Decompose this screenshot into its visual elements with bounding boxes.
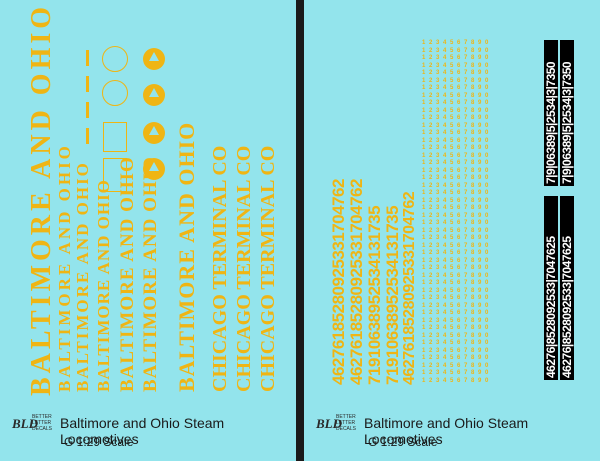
small-number-row: 1 2 3 4 5 6 7 8 9 0: [422, 55, 490, 61]
lettering-column-6: BALTIMORE AND OHIO: [140, 156, 161, 392]
small-number-row: 1 2 3 4 5 6 7 8 9 0: [422, 130, 490, 136]
emblem-icon: [143, 122, 165, 144]
small-number-row: 1 2 3 4 5 6 7 8 9 0: [422, 242, 490, 249]
small-number-row: 1 2 3 4 5 6 7 8 9 0: [422, 340, 490, 346]
numeral-column-2: 46276185280925331704762: [347, 179, 366, 385]
small-number-row: 1 2 3 4 5 6 7 8 9 0: [422, 227, 490, 234]
lettering-column-9: CHICAGO TERMINAL CO: [233, 145, 255, 392]
small-number-row: 1 2 3 4 5 6 7 8 9 0: [422, 280, 490, 286]
number-strip-2: 7|9|06389|5|2534|3|7350: [560, 40, 574, 186]
circle-outline: [102, 80, 128, 106]
small-number-row: 1 2 3 4 5 6 7 8 9 0: [422, 220, 490, 226]
lettering-column-2: BALTIMORE AND OHIO: [55, 143, 74, 392]
sheet-title: Baltimore and Ohio Steam Locomotives: [60, 415, 225, 447]
lettering-column-4: BALTIMORE AND OHIO: [94, 179, 113, 392]
number-strip-3: 46276|8528092533|7047625: [544, 196, 558, 380]
small-number-row: 1 2 3 4 5 6 7 8 9 0: [422, 272, 490, 279]
brand-logo-text: BETTER LETTER DECALS: [32, 414, 53, 432]
small-number-row: 1 2 3 4 5 6 7 8 9 0: [422, 115, 490, 121]
small-number-row: 1 2 3 4 5 6 7 8 9 0: [422, 100, 490, 106]
small-number-row: 1 2 3 4 5 6 7 8 9 0: [422, 370, 490, 376]
brand-logo-mark: BLD: [12, 416, 38, 431]
small-number-row: 1 2 3 4 5 6 7 8 9 0: [422, 167, 490, 174]
small-number-row: 1 2 3 4 5 6 7 8 9 0: [422, 362, 490, 369]
decal-sheet-right: 46276185280925331704762 4627618528092533…: [304, 0, 600, 461]
numeral-column-5: 46276185280925331704762: [401, 191, 418, 385]
small-number-row: 1 2 3 4 5 6 7 8 9 0: [422, 190, 490, 196]
small-number-row: 1 2 3 4 5 6 7 8 9 0: [422, 40, 490, 46]
strip-text: 7|9|06389|5|2534|3|7350: [544, 61, 558, 184]
lettering-column-10: CHICAGO TERMINAL CO: [257, 145, 279, 392]
decal-sheet-left: BALTIMORE AND OHIO BALTIMORE AND OHIO BA…: [0, 0, 296, 461]
brand-logo: BLD BETTER LETTER DECALS: [12, 414, 56, 436]
brand-logo-text: BETTER LETTER DECALS: [336, 414, 357, 432]
lettering-column-3: BALTIMORE AND OHIO: [73, 161, 92, 392]
small-number-row: 1 2 3 4 5 6 7 8 9 0: [422, 70, 490, 76]
numeral-column-3: 71910638952534131735: [365, 205, 384, 385]
small-number-row: 1 2 3 4 5 6 7 8 9 0: [422, 152, 490, 159]
small-number-row: 1 2 3 4 5 6 7 8 9 0: [422, 265, 490, 271]
lettering-column-8: CHICAGO TERMINAL CO: [209, 145, 231, 392]
sheet-footer: BLD BETTER LETTER DECALS Baltimore and O…: [316, 408, 596, 454]
small-number-row: 1 2 3 4 5 6 7 8 9 0: [422, 302, 490, 309]
small-number-row: 1 2 3 4 5 6 7 8 9 0: [422, 287, 490, 294]
small-number-row: 1 2 3 4 5 6 7 8 9 0: [422, 122, 490, 129]
small-number-row: 1 2 3 4 5 6 7 8 9 0: [422, 295, 490, 301]
brand-logo: BLD BETTER LETTER DECALS: [316, 414, 360, 436]
sheet-scale: G 1:29 Scale: [64, 435, 134, 449]
stripe-mark: [86, 76, 89, 92]
small-number-row: 1 2 3 4 5 6 7 8 9 0: [422, 317, 490, 324]
small-number-row: 1 2 3 4 5 6 7 8 9 0: [422, 257, 490, 264]
small-number-row: 1 2 3 4 5 6 7 8 9 0: [422, 377, 490, 384]
sheet-title: Baltimore and Ohio Steam Locomotives: [364, 415, 529, 447]
lettering-column-1: BALTIMORE AND OHIO: [26, 2, 57, 396]
small-number-row: 1 2 3 4 5 6 7 8 9 0: [422, 47, 490, 54]
numeral-column-4: 71910638952534131735: [383, 205, 402, 385]
stripe-mark: [86, 128, 89, 144]
small-number-row: 1 2 3 4 5 6 7 8 9 0: [422, 325, 490, 331]
stripe-mark: [86, 50, 89, 66]
small-number-row: 1 2 3 4 5 6 7 8 9 0: [422, 197, 490, 204]
strip-text: 46276|8528092533|7047625: [544, 236, 558, 378]
strip-text: 46276|8528092533|7047625: [560, 236, 574, 378]
sheet-footer: BLD BETTER LETTER DECALS Baltimore and O…: [12, 408, 292, 454]
small-number-row: 1 2 3 4 5 6 7 8 9 0: [422, 77, 490, 84]
small-number-row: 1 2 3 4 5 6 7 8 9 0: [422, 175, 490, 181]
stripe-mark: [86, 102, 89, 118]
circle-outline: [102, 46, 128, 72]
small-number-row: 1 2 3 4 5 6 7 8 9 0: [422, 235, 490, 241]
number-strip-1: 7|9|06389|5|2534|3|7350: [544, 40, 558, 186]
small-number-row: 1 2 3 4 5 6 7 8 9 0: [422, 355, 490, 361]
small-number-row: 1 2 3 4 5 6 7 8 9 0: [422, 182, 490, 189]
small-number-row: 1 2 3 4 5 6 7 8 9 0: [422, 347, 490, 354]
strip-text: 7|9|06389|5|2534|3|7350: [560, 61, 574, 184]
small-number-row: 1 2 3 4 5 6 7 8 9 0: [422, 332, 490, 339]
small-number-row: 1 2 3 4 5 6 7 8 9 0: [422, 212, 490, 219]
numeral-column-1: 46276185280925331704762: [329, 179, 348, 385]
brand-logo-mark: BLD: [316, 416, 342, 431]
number-strip-4: 46276|8528092533|7047625: [560, 196, 574, 380]
small-number-row: 1 2 3 4 5 6 7 8 9 0: [422, 145, 490, 151]
sheet-scale: G 1:29 Scale: [368, 435, 438, 449]
small-number-row: 1 2 3 4 5 6 7 8 9 0: [422, 205, 490, 211]
small-number-row: 1 2 3 4 5 6 7 8 9 0: [422, 92, 490, 99]
small-number-row: 1 2 3 4 5 6 7 8 9 0: [422, 137, 490, 144]
lettering-column-7: BALTIMORE AND OHIO: [174, 121, 199, 392]
small-number-row: 1 2 3 4 5 6 7 8 9 0: [422, 85, 490, 91]
small-number-row: 1 2 3 4 5 6 7 8 9 0: [422, 107, 490, 114]
small-number-row: 1 2 3 4 5 6 7 8 9 0: [422, 310, 490, 316]
rect-outline: [103, 122, 127, 152]
emblem-icon: [143, 48, 165, 70]
small-number-row: 1 2 3 4 5 6 7 8 9 0: [422, 160, 490, 166]
small-number-row: 1 2 3 4 5 6 7 8 9 0: [422, 62, 490, 69]
rect-outline: [103, 158, 127, 192]
emblem-icon: [143, 158, 165, 180]
emblem-icon: [143, 84, 165, 106]
small-number-row: 1 2 3 4 5 6 7 8 9 0: [422, 250, 490, 256]
